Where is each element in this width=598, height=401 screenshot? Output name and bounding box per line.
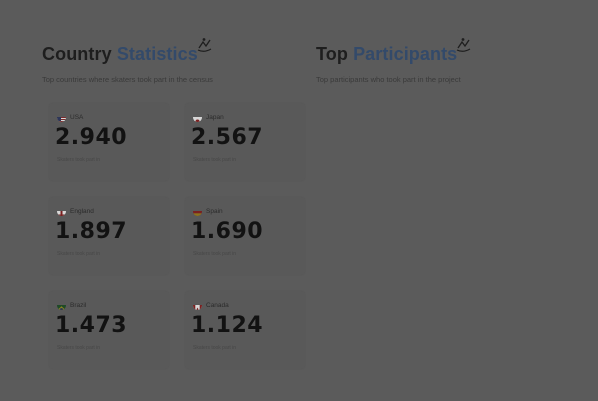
title-part-2: Participants — [353, 44, 458, 64]
card-header: Brazil — [57, 301, 86, 310]
top-participants-title: Top Participants — [316, 38, 471, 65]
top-participants-subtitle: Top participants who took part in the pr… — [316, 75, 461, 84]
country-statistics-subtitle: Top countries where skaters took part in… — [42, 75, 213, 84]
country-name: Japan — [206, 114, 224, 121]
country-card-spain: Spain 1.690 Skaters took part in — [185, 197, 305, 275]
title-part-1: Top — [316, 44, 348, 64]
skater-count: 1.473 — [55, 313, 128, 338]
country-statistics-section: Country Statistics Top countries where s… — [42, 38, 292, 84]
country-card-england: England 1.897 Skaters took part in — [49, 197, 169, 275]
country-name: England — [70, 208, 94, 215]
card-caption: Skaters took part in — [193, 251, 237, 257]
skater-count: 2.567 — [191, 125, 264, 150]
skater-doodle-icon — [197, 38, 212, 52]
card-header: England — [57, 207, 94, 216]
country-cards-grid: USA 2.940 Skaters took part in Japan 2.5… — [49, 103, 305, 369]
title-part-2: Statistics — [116, 44, 198, 64]
skater-count: 1.124 — [191, 313, 264, 338]
title-part-1: Country — [42, 44, 112, 64]
card-caption: Skaters took part in — [193, 345, 237, 351]
card-caption: Skaters took part in — [57, 345, 101, 351]
england-flag-icon — [57, 207, 66, 216]
brazil-flag-icon — [57, 301, 66, 310]
card-header: Spain — [193, 207, 223, 216]
skater-count: 1.690 — [191, 219, 264, 244]
card-caption: Skaters took part in — [57, 157, 101, 163]
spain-flag-icon — [193, 207, 202, 216]
japan-flag-icon — [193, 113, 202, 122]
card-header: Japan — [193, 113, 224, 122]
country-card-japan: Japan 2.567 Skaters took part in — [185, 103, 305, 181]
country-name: Spain — [206, 208, 223, 215]
card-caption: Skaters took part in — [193, 157, 237, 163]
card-header: USA — [57, 113, 83, 122]
skater-count: 1.897 — [55, 219, 128, 244]
card-caption: Skaters took part in — [57, 251, 101, 257]
usa-flag-icon — [57, 113, 66, 122]
country-card-canada: Canada 1.124 Skaters took part in — [185, 291, 305, 369]
country-card-usa: USA 2.940 Skaters took part in — [49, 103, 169, 181]
country-name: USA — [70, 114, 84, 121]
skater-count: 2.940 — [55, 125, 128, 150]
card-header: Canada — [193, 301, 229, 310]
country-statistics-title: Country Statistics — [42, 38, 212, 65]
country-card-brazil: Brazil 1.473 Skaters took part in — [49, 291, 169, 369]
canada-flag-icon — [193, 301, 202, 310]
top-participants-section: Top Participants Top participants who to… — [316, 38, 576, 84]
country-name: Canada — [206, 302, 229, 309]
skater-doodle-icon — [457, 38, 471, 52]
country-name: Brazil — [70, 302, 87, 309]
